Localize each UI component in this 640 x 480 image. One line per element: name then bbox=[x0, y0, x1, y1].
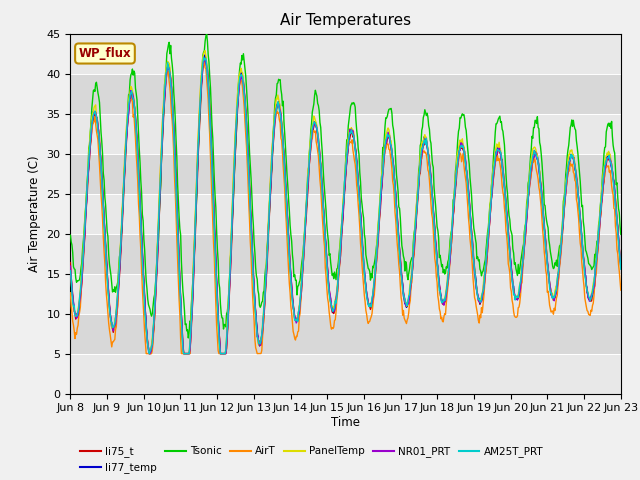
Bar bbox=[70, 234, 621, 274]
Bar bbox=[70, 34, 621, 73]
Bar bbox=[70, 313, 621, 354]
Bar bbox=[70, 193, 621, 234]
Bar bbox=[70, 73, 621, 114]
Text: WP_flux: WP_flux bbox=[79, 47, 131, 60]
Bar bbox=[70, 114, 621, 154]
Bar bbox=[70, 354, 621, 394]
Bar bbox=[70, 154, 621, 193]
Bar bbox=[70, 274, 621, 313]
Legend: li75_t, li77_temp, Tsonic, AirT, PanelTemp, NR01_PRT, AM25T_PRT: li75_t, li77_temp, Tsonic, AirT, PanelTe… bbox=[76, 442, 547, 478]
Y-axis label: Air Temperature (C): Air Temperature (C) bbox=[28, 156, 41, 272]
Title: Air Temperatures: Air Temperatures bbox=[280, 13, 411, 28]
X-axis label: Time: Time bbox=[331, 416, 360, 429]
